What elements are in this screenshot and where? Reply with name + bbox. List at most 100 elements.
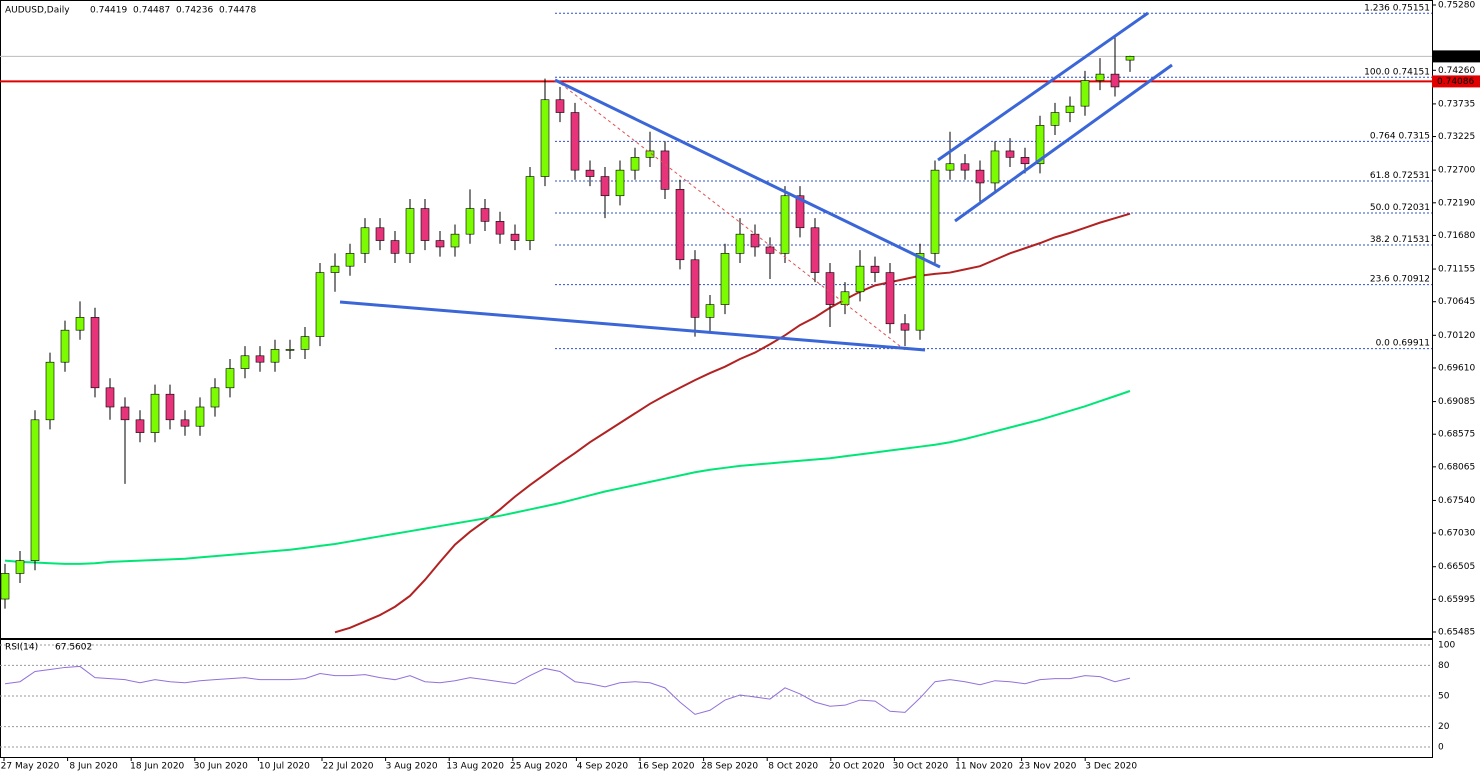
candle-body bbox=[75, 317, 85, 331]
rsi-tick-label: 80 bbox=[1438, 661, 1450, 671]
candle-body bbox=[1125, 56, 1135, 61]
candle-body bbox=[1110, 73, 1120, 88]
x-tick-label: 16 Sep 2020 bbox=[637, 762, 694, 772]
rsi-last: 67.5602 bbox=[55, 643, 92, 653]
y-tick-label: 0.75280 bbox=[1438, 0, 1475, 10]
channel-line bbox=[937, 11, 1149, 162]
candle-body bbox=[795, 195, 805, 229]
candle-body bbox=[570, 112, 580, 171]
x-tick-label: 10 Jul 2020 bbox=[259, 762, 310, 772]
fib-label: 0.764 0.7315 bbox=[1370, 131, 1430, 141]
x-tick-label: 18 Jun 2020 bbox=[130, 762, 184, 772]
symbol-title: AUDUSD,Daily bbox=[5, 6, 70, 16]
candle-body bbox=[1080, 80, 1090, 107]
rsi-title: RSI(14) bbox=[5, 643, 38, 653]
candle-body bbox=[315, 272, 325, 337]
rsi-tick-label: 0 bbox=[1438, 743, 1444, 753]
candle-body bbox=[660, 150, 670, 190]
resistance-box bbox=[1432, 75, 1480, 88]
trendline bbox=[554, 78, 941, 269]
candle-body bbox=[30, 419, 40, 561]
x-tick-label: 11 Nov 2020 bbox=[955, 762, 1013, 772]
candle-body bbox=[1020, 157, 1030, 165]
candle-body bbox=[915, 253, 925, 331]
candle-body bbox=[105, 387, 115, 408]
y-tick-label: 0.65995 bbox=[1438, 595, 1475, 605]
x-tick-label: 30 Oct 2020 bbox=[893, 762, 949, 772]
candle-body bbox=[180, 419, 190, 427]
fib-ratio: 23.6 bbox=[1370, 274, 1390, 284]
fib-label: 100.0 0.74151 bbox=[1364, 67, 1430, 77]
candle-body bbox=[1095, 73, 1105, 81]
x-tick-label: 22 Jul 2020 bbox=[323, 762, 374, 772]
header-high: 0.74487 bbox=[133, 6, 170, 16]
x-tick-label: 8 Oct 2020 bbox=[768, 762, 818, 772]
x-tick-label: 27 May 2020 bbox=[1, 762, 60, 772]
x-tick-label: 13 Aug 2020 bbox=[446, 762, 504, 772]
trendline bbox=[339, 300, 926, 352]
y-tick-label: 0.68065 bbox=[1438, 462, 1475, 472]
candle-body bbox=[240, 355, 250, 369]
candle-body bbox=[435, 240, 445, 248]
candle-body bbox=[420, 208, 430, 241]
candle-body bbox=[675, 189, 685, 261]
candle-body bbox=[540, 99, 550, 177]
candle-body bbox=[990, 150, 1000, 184]
x-tick-label: 20 Oct 2020 bbox=[829, 762, 885, 772]
candle-body bbox=[840, 291, 850, 305]
fib-price: 0.75151 bbox=[1393, 3, 1430, 13]
candle-body bbox=[645, 150, 655, 158]
candle-body bbox=[210, 387, 220, 408]
fib-price: 0.71531 bbox=[1393, 234, 1430, 244]
x-tick-label: 3 Aug 2020 bbox=[386, 762, 438, 772]
candle-body bbox=[90, 317, 100, 389]
rsi-line bbox=[4, 665, 1131, 715]
candle-body bbox=[705, 304, 715, 318]
candle-body bbox=[375, 227, 385, 241]
y-tick-label: 0.67540 bbox=[1438, 496, 1475, 506]
candle-body bbox=[345, 253, 355, 267]
candle-body bbox=[750, 233, 760, 248]
candle-body bbox=[300, 336, 310, 350]
candle-body bbox=[765, 246, 775, 254]
candle-body bbox=[480, 208, 490, 222]
candle-body bbox=[450, 233, 460, 248]
candle-body bbox=[735, 233, 745, 254]
candle-body bbox=[900, 323, 910, 331]
fib-price: 0.70912 bbox=[1393, 274, 1430, 284]
candle-body bbox=[165, 393, 175, 421]
y-tick-label: 0.69610 bbox=[1438, 363, 1475, 373]
moving-average bbox=[334, 212, 1131, 634]
y-tick-label: 0.70120 bbox=[1438, 331, 1475, 341]
rsi-panel bbox=[0, 639, 1433, 758]
y-tick-label: 0.66505 bbox=[1438, 562, 1475, 572]
x-tick-label: 3 Dec 2020 bbox=[1085, 762, 1137, 772]
candle-body bbox=[330, 265, 340, 273]
candle-body bbox=[285, 349, 295, 351]
y-tick-label: 0.74260 bbox=[1438, 66, 1475, 76]
fib-ratio: 38.2 bbox=[1370, 234, 1390, 244]
candle-body bbox=[945, 163, 955, 171]
candle-body bbox=[600, 176, 610, 197]
moving-average bbox=[4, 390, 1131, 565]
candle-body bbox=[255, 355, 265, 363]
x-tick-label: 28 Sep 2020 bbox=[701, 762, 758, 772]
candle-body bbox=[780, 195, 790, 254]
fib-ratio: 50.0 bbox=[1370, 202, 1390, 212]
fib-label: 1.236 0.75151 bbox=[1364, 3, 1430, 13]
candle-body bbox=[495, 221, 505, 235]
candle-body bbox=[975, 169, 985, 184]
candle-body bbox=[615, 169, 625, 197]
fib-label: 38.2 0.71531 bbox=[1370, 234, 1430, 244]
candle-body bbox=[525, 176, 535, 241]
candle-body bbox=[825, 272, 835, 305]
y-tick-label: 0.71680 bbox=[1438, 231, 1475, 241]
candle-body bbox=[135, 419, 145, 433]
fib-diagonal bbox=[555, 79, 906, 351]
candle-body bbox=[360, 227, 370, 254]
candle-body bbox=[510, 233, 520, 241]
price-panel bbox=[0, 0, 1433, 639]
candle-body bbox=[120, 406, 130, 421]
candle-body bbox=[15, 560, 25, 574]
